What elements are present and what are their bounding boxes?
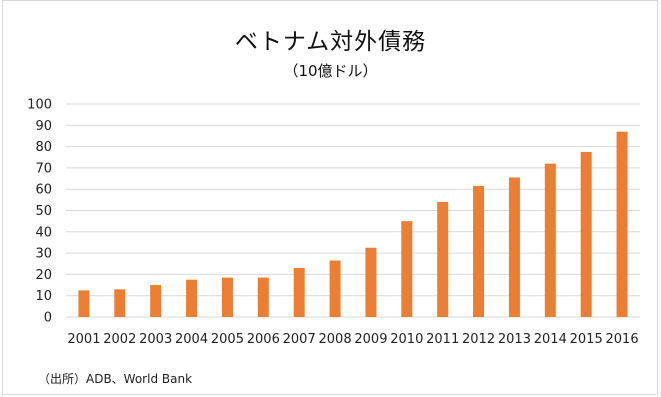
x-tick-label: 2009 bbox=[354, 332, 387, 347]
bar-2008 bbox=[329, 260, 341, 317]
y-tick-label: 90 bbox=[35, 119, 52, 134]
x-tick-label: 2006 bbox=[247, 332, 280, 347]
x-tick-label: 2014 bbox=[534, 332, 567, 347]
x-tick-label: 2012 bbox=[462, 332, 495, 347]
bar-2007 bbox=[293, 268, 305, 317]
x-tick-label: 2007 bbox=[283, 332, 316, 347]
x-tick-label: 2002 bbox=[103, 332, 136, 347]
bar-2014 bbox=[544, 163, 556, 317]
y-tick-label: 50 bbox=[35, 204, 52, 219]
x-axis-ticks: 2001 2002 2003 2004 2005 2006 2007 2008 2009 2010… bbox=[67, 332, 638, 347]
bar-2012 bbox=[473, 186, 485, 317]
y-tick-label: 0 bbox=[44, 311, 52, 326]
y-tick-label: 70 bbox=[35, 161, 52, 176]
bar-2011 bbox=[437, 201, 449, 317]
bar-2010 bbox=[401, 221, 413, 317]
x-tick-label: 2016 bbox=[606, 332, 639, 347]
x-tick-label: 2013 bbox=[498, 332, 531, 347]
bars bbox=[78, 131, 628, 317]
x-tick-label: 2015 bbox=[570, 332, 603, 347]
x-tick-label: 2001 bbox=[67, 332, 100, 347]
chart-subtitle: （10億ドル） bbox=[283, 62, 378, 80]
bar-2015 bbox=[580, 151, 592, 317]
bar-2004 bbox=[186, 279, 198, 317]
y-tick-label: 80 bbox=[35, 140, 52, 155]
bar-2002 bbox=[114, 289, 126, 317]
bar-2006 bbox=[257, 277, 269, 317]
bar-2001 bbox=[78, 290, 90, 317]
x-tick-label: 2004 bbox=[175, 332, 208, 347]
bar-2016 bbox=[616, 131, 628, 317]
bar-2009 bbox=[365, 247, 377, 317]
y-tick-label: 10 bbox=[35, 289, 52, 304]
bar-2005 bbox=[221, 277, 233, 317]
y-tick-label: 60 bbox=[35, 183, 52, 198]
bar-2013 bbox=[508, 177, 520, 317]
gridlines bbox=[66, 103, 640, 318]
chart-title: ベトナム対外債務 bbox=[234, 29, 427, 55]
y-tick-label: 40 bbox=[35, 225, 52, 240]
x-tick-label: 2008 bbox=[319, 332, 352, 347]
x-tick-label: 2003 bbox=[139, 332, 172, 347]
x-tick-label: 2005 bbox=[211, 332, 244, 347]
source-note: （出所）ADB、World Bank bbox=[38, 372, 193, 386]
bar-2003 bbox=[150, 285, 162, 317]
y-tick-label: 30 bbox=[35, 247, 52, 262]
x-tick-label: 2010 bbox=[390, 332, 423, 347]
y-tick-label: 20 bbox=[35, 268, 52, 283]
y-tick-label: 100 bbox=[27, 98, 52, 113]
x-tick-label: 2011 bbox=[426, 332, 459, 347]
y-axis-ticks: 0 10 20 30 40 50 60 70 80 90 100 bbox=[27, 98, 52, 326]
